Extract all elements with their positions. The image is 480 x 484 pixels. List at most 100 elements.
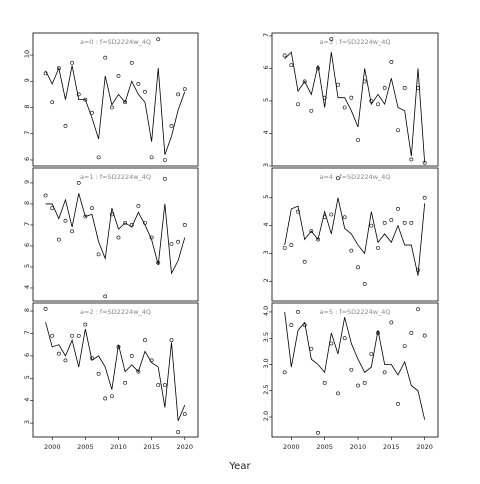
y-tick-label: 4.0 xyxy=(262,306,270,316)
panel-frame xyxy=(271,32,439,167)
x-tick-label: 2000 xyxy=(283,443,300,451)
data-point xyxy=(56,351,61,356)
data-point xyxy=(296,310,300,314)
y-tick-label: 6 xyxy=(262,65,270,69)
x-tick-label: 2020 xyxy=(176,443,193,451)
data-point xyxy=(349,367,354,372)
data-point xyxy=(402,220,407,225)
data-point xyxy=(409,331,414,335)
y-tick-label: 8 xyxy=(23,104,31,108)
data-point xyxy=(176,92,181,97)
data-point xyxy=(123,220,128,225)
data-point xyxy=(396,207,400,211)
y-tick-label: 9 xyxy=(23,78,31,82)
y-tick-label: 5 xyxy=(262,98,270,102)
data-point xyxy=(302,259,307,264)
data-point xyxy=(83,214,88,219)
y-tick-label: 8 xyxy=(23,201,31,205)
data-point xyxy=(389,60,394,64)
panel-frame xyxy=(32,302,199,438)
x-tick-label: 2015 xyxy=(383,443,400,451)
data-point xyxy=(322,380,327,385)
data-point xyxy=(103,396,108,401)
x-tick-label: 2010 xyxy=(350,443,367,451)
data-point xyxy=(43,193,48,198)
data-point xyxy=(96,371,101,376)
data-line xyxy=(284,311,426,420)
data-point xyxy=(382,370,387,375)
data-point xyxy=(282,245,287,250)
data-point xyxy=(70,333,74,338)
y-tick-label: 5 xyxy=(23,375,31,379)
x-tick-label: 2005 xyxy=(77,443,94,451)
data-point xyxy=(76,181,81,185)
panel-frame xyxy=(32,167,199,302)
data-point xyxy=(329,37,334,42)
x-tick-label: 2015 xyxy=(143,443,160,451)
data-point xyxy=(43,306,48,311)
y-tick-label: 10 xyxy=(23,50,31,58)
x-tick-label: 2010 xyxy=(110,443,127,451)
x-axis-label: Year xyxy=(228,461,251,472)
data-point xyxy=(129,353,134,358)
data-point xyxy=(162,158,167,162)
data-point xyxy=(362,282,367,286)
data-point xyxy=(336,176,340,181)
panel-frame xyxy=(271,167,439,302)
data-point xyxy=(309,108,314,113)
data-point xyxy=(50,333,55,338)
data-point xyxy=(143,338,147,343)
y-tick-label: 4 xyxy=(262,130,270,134)
data-point xyxy=(409,157,414,162)
data-point xyxy=(296,102,300,107)
data-point xyxy=(289,323,294,327)
data-point xyxy=(156,383,161,387)
data-point xyxy=(356,265,360,270)
data-point xyxy=(342,105,347,110)
data-point xyxy=(90,206,94,211)
data-point xyxy=(129,61,134,65)
data-line xyxy=(284,51,426,163)
data-line xyxy=(45,193,186,275)
data-point xyxy=(103,55,108,60)
data-point xyxy=(329,212,334,217)
data-point xyxy=(422,195,427,200)
panel-title: a=3 : f=SD2224w_4Q xyxy=(319,38,390,46)
data-point xyxy=(143,89,147,94)
y-tick-label: 7 xyxy=(23,222,31,226)
panel-title: a=2 : f=SD2224w_4Q xyxy=(80,308,151,316)
panel-title: a=1 : f=SD2224w_4Q xyxy=(80,173,151,181)
data-point xyxy=(103,294,108,299)
y-tick-label: 3 xyxy=(262,163,270,167)
data-point xyxy=(169,338,174,343)
y-tick-label: 6 xyxy=(23,157,31,161)
data-point xyxy=(63,123,68,128)
panel: a=4 : f=SD2224w_4Q 2 3 4 5 xyxy=(262,167,439,302)
data-point xyxy=(136,81,141,86)
data-point xyxy=(109,394,114,399)
data-point xyxy=(182,412,187,417)
data-point xyxy=(116,235,121,240)
panel-title: a=4 : f=SD2224w_4Q xyxy=(319,173,390,181)
y-tick-label: 6 xyxy=(23,353,31,357)
data-point xyxy=(389,218,394,222)
y-tick-label: 5 xyxy=(23,264,31,268)
data-point xyxy=(63,358,68,363)
data-point xyxy=(336,391,340,396)
data-point xyxy=(156,37,161,42)
data-point xyxy=(162,176,167,181)
data-point xyxy=(329,341,334,346)
panel-frame xyxy=(32,32,199,167)
y-tick-label: 2 xyxy=(262,278,270,282)
y-tick-label: 5 xyxy=(262,195,270,199)
data-point xyxy=(409,220,414,225)
data-point xyxy=(136,204,141,208)
data-point xyxy=(162,383,167,387)
data-point xyxy=(402,344,407,348)
data-point xyxy=(356,383,360,388)
data-point xyxy=(376,245,380,250)
data-point xyxy=(356,138,360,142)
y-tick-label: 3 xyxy=(23,420,31,424)
data-point xyxy=(309,346,314,351)
